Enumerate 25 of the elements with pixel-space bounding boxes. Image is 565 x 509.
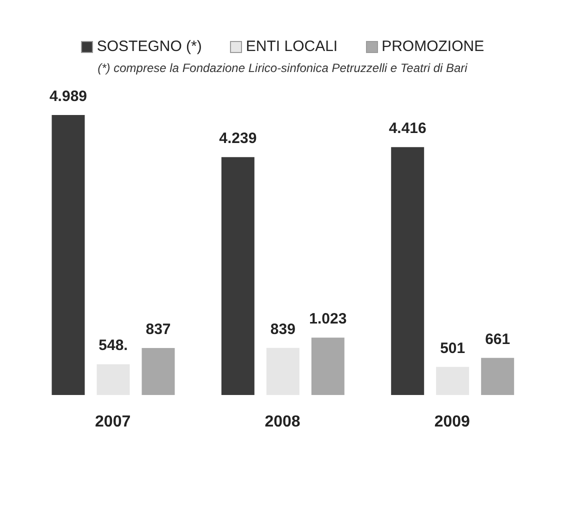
bar xyxy=(96,364,130,395)
legend-label: ENTI LOCALI xyxy=(244,38,338,55)
x-tick-label: 2007 xyxy=(95,413,131,430)
data-label: 4.989 xyxy=(49,88,88,105)
x-tick-label: 2009 xyxy=(434,413,470,430)
bar xyxy=(436,366,470,395)
bar xyxy=(391,147,424,395)
bar xyxy=(221,157,254,395)
bar xyxy=(52,115,85,395)
data-label: 661 xyxy=(485,330,510,348)
data-label: 548. xyxy=(98,337,128,354)
legend-label: SOSTEGNO (*) xyxy=(96,38,202,55)
chart-subtitle: (*) comprese la Fondazione Lirico-sinfonica Petruzzelli e Teatri di Bari xyxy=(96,61,468,75)
bar xyxy=(142,348,175,395)
bar xyxy=(311,338,344,395)
data-label: 1.023 xyxy=(309,310,347,328)
data-label: 4.416 xyxy=(388,120,426,138)
data-label: 501 xyxy=(440,340,466,357)
data-label: 837 xyxy=(146,321,171,338)
x-tick-label: 2008 xyxy=(264,413,300,430)
data-label: 839 xyxy=(270,320,296,338)
bar xyxy=(481,358,514,395)
legend-label: PROMOZIONE xyxy=(380,38,484,55)
bar xyxy=(266,348,300,395)
data-label: 4.239 xyxy=(219,130,257,148)
